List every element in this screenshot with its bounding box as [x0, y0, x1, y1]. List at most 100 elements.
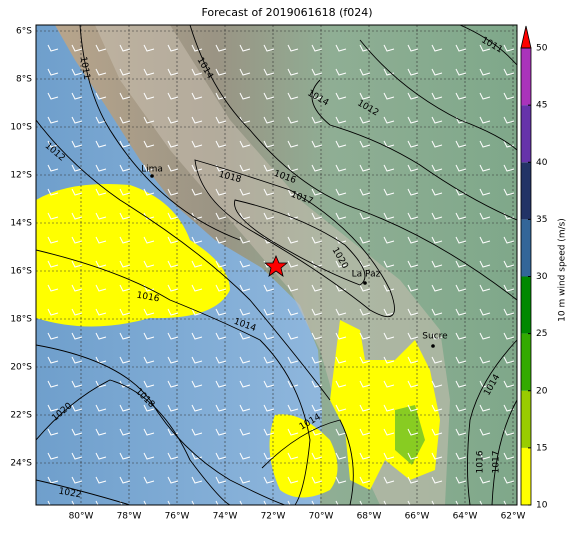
wind-barb [95, 380, 107, 388]
wind-barb [167, 140, 179, 148]
wind-barb [71, 44, 83, 52]
lon-label: 78°W [117, 512, 142, 522]
wind-barb [263, 164, 275, 172]
wind-barb [191, 332, 203, 340]
wind-barb [263, 500, 274, 505]
lat-label: 10°S [10, 123, 32, 133]
wind-barb [239, 68, 251, 76]
wind-barb [71, 92, 83, 100]
wind-barb [407, 212, 419, 220]
wind-barb [191, 188, 203, 196]
wind-barb [503, 116, 515, 124]
lat-label: 18°S [10, 315, 32, 325]
colorbar-segment [521, 390, 531, 448]
wind-barb [479, 164, 491, 172]
wind-barb [359, 284, 371, 292]
wind-barb [407, 164, 419, 172]
graticule [36, 25, 517, 505]
lat-label: 12°S [10, 171, 32, 181]
wind-barb [47, 452, 59, 460]
wind-barb [191, 92, 203, 100]
map-frame [35, 24, 518, 506]
wind-barb [359, 188, 371, 196]
wind-barb [287, 116, 299, 124]
wind-barb [119, 260, 131, 268]
wind-barb [383, 284, 395, 292]
isobar [261, 419, 354, 505]
wind-barb [95, 332, 107, 340]
wind-barb [191, 284, 203, 292]
wind-barb [407, 452, 419, 460]
wind-barb [287, 476, 299, 484]
wind-barb [407, 428, 419, 436]
wind-barb [479, 236, 491, 244]
wind-barb [383, 92, 395, 100]
wind-barb [335, 404, 347, 412]
wind-barb [335, 500, 346, 505]
wind-barb [455, 428, 467, 436]
wind-barb [287, 284, 299, 292]
wind-barb [479, 260, 491, 268]
wind-barb [479, 356, 491, 364]
wind-barb [71, 428, 83, 436]
wind-barb [455, 188, 467, 196]
wind-barb [359, 116, 371, 124]
wind-barb [311, 44, 323, 52]
wind-barb [431, 44, 443, 52]
wind-barb [263, 356, 275, 364]
wind-barb [263, 140, 275, 148]
wind-barb [455, 92, 467, 100]
wind-barb [359, 140, 371, 148]
wind-barb [335, 116, 347, 124]
colorbar-segment [521, 333, 531, 391]
wind-barb [47, 212, 59, 220]
colorbar-segment [521, 219, 531, 277]
wind-barb [455, 44, 467, 52]
lat-label: 20°S [10, 363, 32, 373]
wind-barb [287, 68, 299, 76]
wind-barb [191, 68, 203, 76]
wind-barb [407, 500, 418, 505]
wind-barb [335, 92, 347, 100]
colorbar-tick-label: 40 [536, 158, 548, 168]
lat-label: 14°S [10, 219, 32, 229]
wind-barb [95, 164, 107, 172]
colorbar-tick-label: 45 [536, 101, 547, 111]
wind-barb [119, 284, 131, 292]
wind-barb [407, 140, 419, 148]
colorbar-label: 10 m wind speed (m/s) [558, 218, 568, 322]
wind-barb [359, 332, 371, 340]
wind-barb [359, 380, 371, 388]
wind-barb [143, 500, 154, 505]
wind-barb [119, 164, 131, 172]
colorbar-segment [521, 276, 531, 334]
wind-barb [95, 212, 107, 220]
colorbar-segment [521, 105, 531, 163]
wind-barb [407, 332, 419, 340]
wind-barb [119, 68, 131, 76]
wind-barb [503, 164, 515, 172]
wind-barb [431, 116, 443, 124]
wind-barb [191, 140, 203, 148]
wind-barb [431, 92, 443, 100]
wind-barb [167, 212, 179, 220]
isobar-label: 1016 [136, 291, 161, 305]
wind-barb [95, 68, 107, 76]
wind-barb [503, 44, 515, 52]
isobar-label: 1016 [476, 450, 486, 473]
colorbar: 10 15 20 25 30 35 40 45 50 10 m wind speed (m/s) [520, 25, 568, 511]
wind-barb [119, 140, 131, 148]
wind-barb [335, 308, 347, 316]
wind-barb [191, 236, 203, 244]
wind-barb [119, 332, 131, 340]
wind-barb [383, 356, 395, 364]
wind-barb [431, 308, 443, 316]
wind-barb [503, 308, 515, 316]
wind-barb [215, 332, 227, 340]
wind-barb [215, 476, 227, 484]
city-label: La Paz [352, 270, 381, 280]
wind-barb [47, 308, 59, 316]
wind-barb [431, 68, 443, 76]
wind-barb [95, 404, 107, 412]
wind-barb [263, 380, 275, 388]
